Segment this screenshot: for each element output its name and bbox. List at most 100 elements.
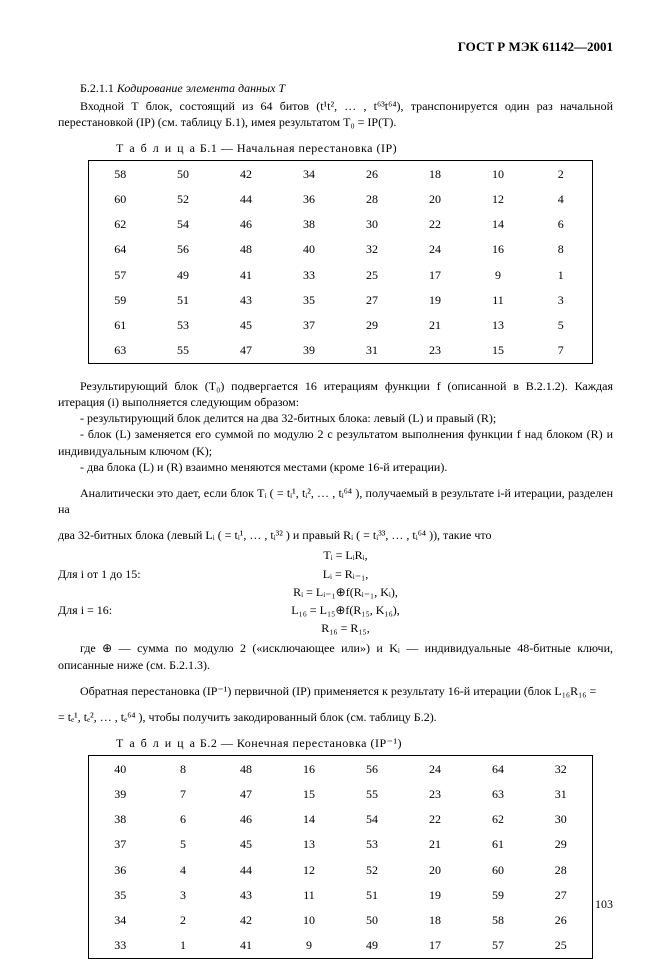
table-cell: 16	[278, 756, 341, 782]
table-cell: 50	[341, 907, 404, 932]
table-cell: 6	[530, 212, 593, 237]
table-row: 625446383022146	[89, 212, 593, 237]
table-cell: 21	[404, 832, 467, 857]
table-cell: 17	[404, 933, 467, 959]
table-cell: 7	[530, 338, 593, 364]
table-cell: 23	[404, 338, 467, 364]
label-i-1-15: Для i от 1 до 15:	[58, 566, 168, 582]
table-cell: 15	[467, 338, 530, 364]
table-cell: 11	[467, 287, 530, 312]
section-heading: Б.2.1.1 Кодирование элемента данных Т	[58, 80, 613, 96]
table-cell: 51	[341, 882, 404, 907]
table-cell: 47	[215, 782, 278, 807]
table-cell: 59	[89, 287, 152, 312]
table-cell: 31	[341, 338, 404, 364]
table-cell: 30	[530, 807, 593, 832]
table-cell: 56	[341, 756, 404, 782]
table-cell: 61	[89, 312, 152, 337]
table-cell: 25	[530, 933, 593, 959]
page-number: 103	[595, 896, 613, 912]
table-cell: 34	[278, 161, 341, 187]
result-paragraph: Результирующий блок (T₀) подвергается 16…	[58, 378, 613, 410]
table-cell: 30	[341, 212, 404, 237]
analytic-para-1: Аналитически это дает, если блок Tᵢ ( = …	[58, 485, 613, 517]
table-cell: 55	[152, 338, 215, 364]
section-number: Б.2.1.1	[80, 81, 114, 95]
table-cell: 61	[467, 832, 530, 857]
table-cell: 5	[152, 832, 215, 857]
bullet-2: - блок (L) заменяется его суммой по моду…	[58, 426, 613, 458]
table-cell: 1	[530, 262, 593, 287]
table-cell: 4	[152, 857, 215, 882]
table-cell: 43	[215, 882, 278, 907]
table-cell: 21	[404, 312, 467, 337]
table-cell: 35	[89, 882, 152, 907]
caption-word: Т а б л и ц а	[116, 141, 196, 155]
table-cell: 29	[530, 832, 593, 857]
table-cell: 23	[404, 782, 467, 807]
table-b1-caption: Т а б л и ц а Б.1 — Начальная перестанов…	[116, 140, 613, 156]
table-cell: 3	[152, 882, 215, 907]
caption-word-2: Т а б л и ц а	[116, 736, 196, 750]
table-cell: 33	[278, 262, 341, 287]
table-cell: 35	[278, 287, 341, 312]
table-cell: 37	[278, 312, 341, 337]
table-row: 397471555236331	[89, 782, 593, 807]
table-cell: 42	[215, 161, 278, 187]
table-cell: 60	[467, 857, 530, 882]
eq-ri: Rᵢ = Lᵢ₋₁⊕f(Rᵢ₋₁, Kᵢ),	[168, 584, 613, 600]
table-cell: 41	[215, 933, 278, 959]
eq-l16: L₁₆ = L₁₅⊕f(R₁₅, K₁₆),	[168, 602, 613, 618]
intro-paragraph: Входной Т блок, состоящий из 64 битов (t…	[58, 98, 613, 130]
table-cell: 62	[89, 212, 152, 237]
table-cell: 20	[404, 857, 467, 882]
table-cell: 31	[530, 782, 593, 807]
table-cell: 58	[89, 161, 152, 187]
table-row: 615345372921135	[89, 312, 593, 337]
table-cell: 38	[278, 212, 341, 237]
table-cell: 13	[467, 312, 530, 337]
analytic-para-2: два 32-битных блока (левый Lᵢ ( = tᵢ¹, ……	[58, 527, 613, 543]
table-cell: 57	[467, 933, 530, 959]
table-cell: 9	[278, 933, 341, 959]
table-cell: 19	[404, 287, 467, 312]
table-row: 342421050185826	[89, 907, 593, 932]
table-row: 408481656246432	[89, 756, 593, 782]
inverse-para-1: Обратная перестановка (IP⁻¹) первичной (…	[58, 683, 613, 699]
table-cell: 41	[215, 262, 278, 287]
table-cell: 50	[152, 161, 215, 187]
table-row: 57494133251791	[89, 262, 593, 287]
table-cell: 45	[215, 832, 278, 857]
table-cell: 59	[467, 882, 530, 907]
table-cell: 22	[404, 212, 467, 237]
caption-rest: Б.1 — Начальная перестановка (IP)	[196, 141, 397, 155]
table-cell: 39	[89, 782, 152, 807]
table-cell: 14	[467, 212, 530, 237]
table-cell: 5	[530, 312, 593, 337]
table-cell: 25	[341, 262, 404, 287]
table-cell: 47	[215, 338, 278, 364]
table-cell: 46	[215, 212, 278, 237]
table-cell: 6	[152, 807, 215, 832]
table-cell: 10	[278, 907, 341, 932]
table-row: 364441252206028	[89, 857, 593, 882]
table-cell: 18	[404, 161, 467, 187]
inverse-para-2: = tₑ¹, tₑ², … , tₑ⁶⁴ ), чтобы получить з…	[58, 709, 613, 725]
table-cell: 53	[152, 312, 215, 337]
table-cell: 11	[278, 882, 341, 907]
table-cell: 60	[89, 186, 152, 211]
table-cell: 27	[530, 882, 593, 907]
table-cell: 56	[152, 237, 215, 262]
table-cell: 24	[404, 756, 467, 782]
table-cell: 44	[215, 857, 278, 882]
table-cell: 36	[278, 186, 341, 211]
table-cell: 29	[341, 312, 404, 337]
table-cell: 12	[467, 186, 530, 211]
table-cell: 36	[89, 857, 152, 882]
table-cell: 28	[341, 186, 404, 211]
table-cell: 4	[530, 186, 593, 211]
table-cell: 38	[89, 807, 152, 832]
table-cell: 45	[215, 312, 278, 337]
table-cell: 3	[530, 287, 593, 312]
table-cell: 28	[530, 857, 593, 882]
